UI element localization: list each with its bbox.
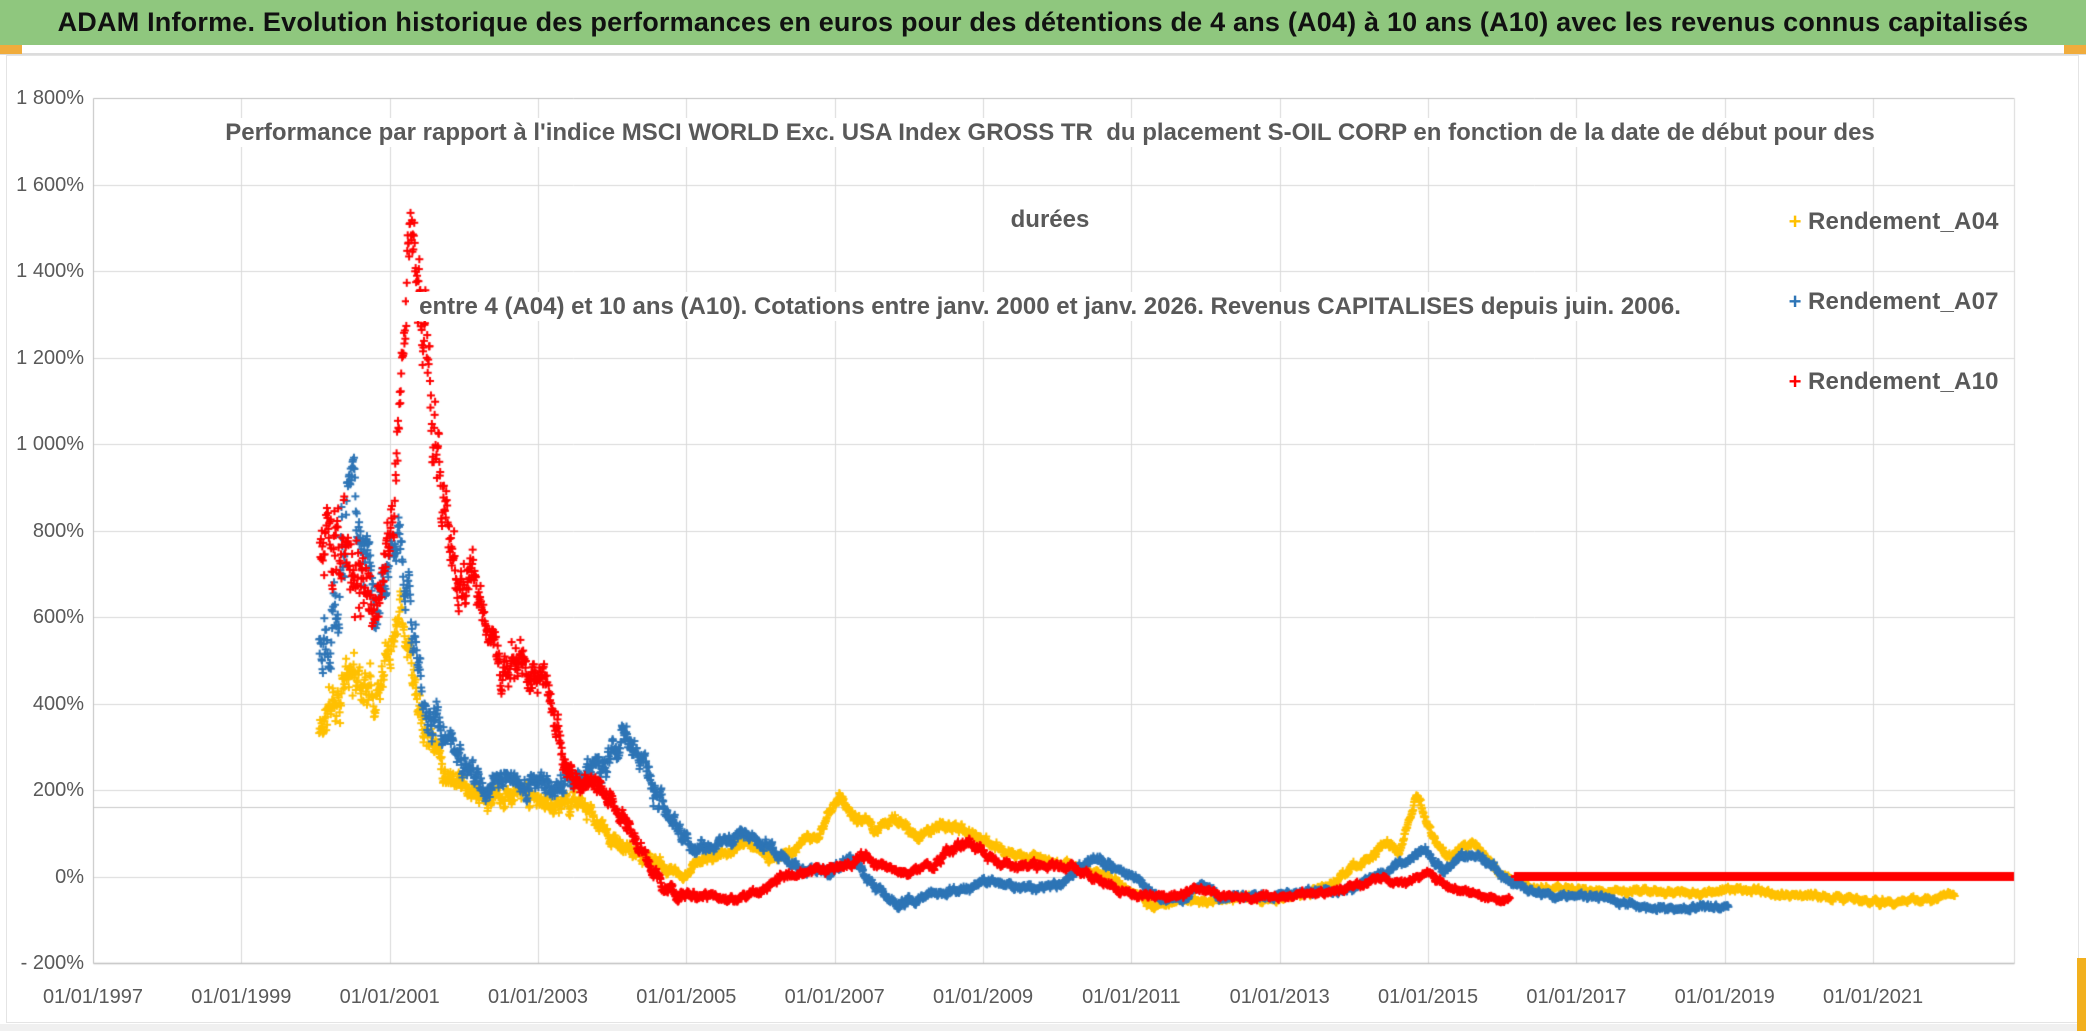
x-axis-tick-label: 01/01/2007 <box>784 986 885 1008</box>
x-axis-tick-label: 01/01/2017 <box>1526 986 1627 1008</box>
y-axis-tick-label: 1 000% <box>16 433 84 455</box>
x-axis-tick-label: 01/01/2003 <box>487 986 589 1008</box>
chart-title: Performance par rapport à l'indice MSCI … <box>100 60 2000 350</box>
y-axis-tick-label: 1 800% <box>16 87 84 109</box>
x-axis-tick-label: 01/01/2001 <box>339 986 440 1008</box>
legend-label: Rendement_A07 <box>1808 288 1999 315</box>
y-axis-tick-label: 1 200% <box>16 346 84 369</box>
plus-marker-icon: + <box>1788 209 1802 234</box>
x-axis-tick-label: 01/01/2011 <box>1082 986 1181 1008</box>
x-axis-tick-label: 01/01/2021 <box>1823 986 1924 1008</box>
gold-accent-right-edge <box>2077 958 2086 1031</box>
x-axis-tick-label: 01/01/1999 <box>191 986 292 1008</box>
y-axis-tick-label: 800% <box>32 519 84 542</box>
plus-marker-icon: + <box>1788 369 1802 394</box>
chart-title-line-3: entre 4 (A04) et 10 ans (A10). Cotations… <box>409 292 1691 321</box>
legend-label: Rendement_A10 <box>1808 368 1999 395</box>
report-title-bar: ADAM Informe. Evolution historique des p… <box>0 0 2086 45</box>
y-axis-tick-label: - 200% <box>20 952 84 974</box>
report-title: ADAM Informe. Evolution historique des p… <box>57 7 2029 37</box>
legend-item-rendement-a10[interactable]: + Rendement_A10 <box>1782 360 2072 404</box>
y-axis-tick-label: 0% <box>55 865 84 888</box>
legend-label: Rendement_A04 <box>1808 208 1999 235</box>
x-axis-tick-label: 01/01/1997 <box>42 986 144 1008</box>
legend-item-rendement-a04[interactable]: + Rendement_A04 <box>1782 200 2072 244</box>
gold-accent-top-left <box>0 45 22 54</box>
y-axis-tick-label: 400% <box>32 692 84 715</box>
y-axis-tick-label: 1 400% <box>16 260 84 282</box>
chart-legend: + Rendement_A04 + Rendement_A07 + Rendem… <box>1782 200 2072 440</box>
legend-item-rendement-a07[interactable]: + Rendement_A07 <box>1782 280 2072 324</box>
chart-title-line-1: Performance par rapport à l'indice MSCI … <box>215 118 1885 147</box>
header-separator <box>0 45 2086 55</box>
chart-title-line-2: durées <box>1000 205 1100 234</box>
y-axis-tick-label: 1 600% <box>16 173 84 196</box>
y-axis-tick-label: 600% <box>32 606 84 628</box>
x-axis-tick-label: 01/01/2009 <box>932 986 1034 1008</box>
y-axis-tick-label: 200% <box>32 779 84 801</box>
bottom-strip <box>0 1024 2077 1031</box>
plus-marker-icon: + <box>1788 289 1802 314</box>
gold-accent-top-right <box>2064 45 2086 54</box>
x-axis-tick-label: 01/01/2015 <box>1377 986 1479 1008</box>
x-axis-tick-label: 01/01/2019 <box>1674 986 1775 1008</box>
x-axis-tick-label: 01/01/2013 <box>1229 986 1330 1008</box>
x-axis-tick-label: 01/01/2005 <box>636 986 737 1008</box>
